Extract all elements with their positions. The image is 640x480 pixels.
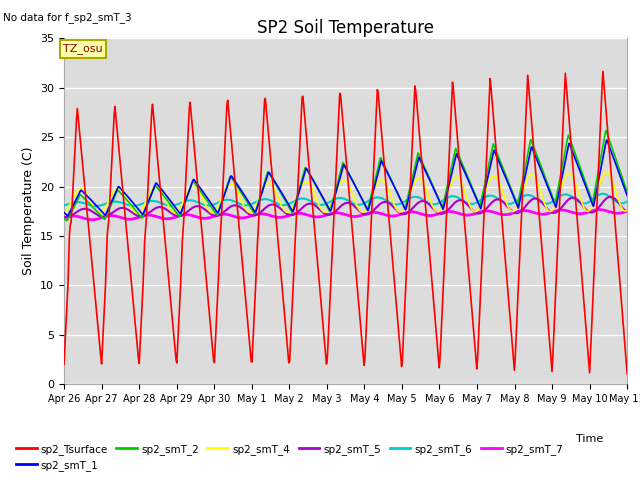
Text: Time: Time (576, 434, 604, 444)
Text: No data for f_sp2_smT_3: No data for f_sp2_smT_3 (3, 12, 132, 23)
Text: TZ_osu: TZ_osu (63, 43, 102, 54)
Legend: sp2_Tsurface, sp2_smT_1, sp2_smT_2, sp2_smT_4, sp2_smT_5, sp2_smT_6, sp2_smT_7: sp2_Tsurface, sp2_smT_1, sp2_smT_2, sp2_… (12, 439, 568, 475)
Y-axis label: Soil Temperature (C): Soil Temperature (C) (22, 147, 35, 276)
Title: SP2 Soil Temperature: SP2 Soil Temperature (257, 19, 434, 37)
